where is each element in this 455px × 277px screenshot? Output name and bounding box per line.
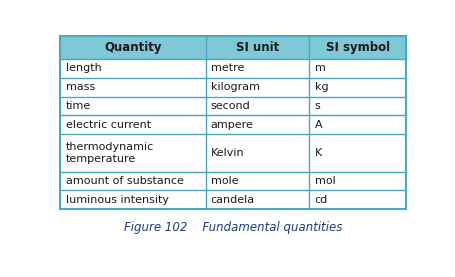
- Bar: [61, 59, 406, 78]
- Bar: [61, 190, 406, 209]
- Text: K: K: [314, 148, 322, 158]
- Text: mass: mass: [66, 82, 95, 92]
- Text: cd: cd: [314, 195, 328, 205]
- Text: metre: metre: [211, 63, 244, 73]
- Bar: [61, 134, 406, 172]
- Bar: [61, 172, 406, 190]
- Text: mole: mole: [211, 176, 238, 186]
- Text: thermodynamic
temperature: thermodynamic temperature: [66, 142, 154, 164]
- Text: electric current: electric current: [66, 120, 151, 130]
- Bar: [61, 115, 406, 134]
- Text: kg: kg: [314, 82, 328, 92]
- Text: length: length: [66, 63, 101, 73]
- Text: ampere: ampere: [211, 120, 254, 130]
- Text: s: s: [314, 101, 320, 111]
- Text: second: second: [211, 101, 251, 111]
- Text: time: time: [66, 101, 91, 111]
- Bar: [61, 96, 406, 115]
- Text: Figure 102    Fundamental quantities: Figure 102 Fundamental quantities: [124, 221, 342, 234]
- Bar: [61, 78, 406, 96]
- Bar: [61, 37, 406, 59]
- Text: mol: mol: [314, 176, 335, 186]
- Text: luminous intensity: luminous intensity: [66, 195, 169, 205]
- Text: SI symbol: SI symbol: [325, 41, 389, 54]
- Text: Kelvin: Kelvin: [211, 148, 244, 158]
- Text: candela: candela: [211, 195, 255, 205]
- Text: kilogram: kilogram: [211, 82, 260, 92]
- Text: SI unit: SI unit: [236, 41, 279, 54]
- Text: m: m: [314, 63, 325, 73]
- Text: amount of substance: amount of substance: [66, 176, 183, 186]
- Text: Quantity: Quantity: [104, 41, 162, 54]
- Text: A: A: [314, 120, 322, 130]
